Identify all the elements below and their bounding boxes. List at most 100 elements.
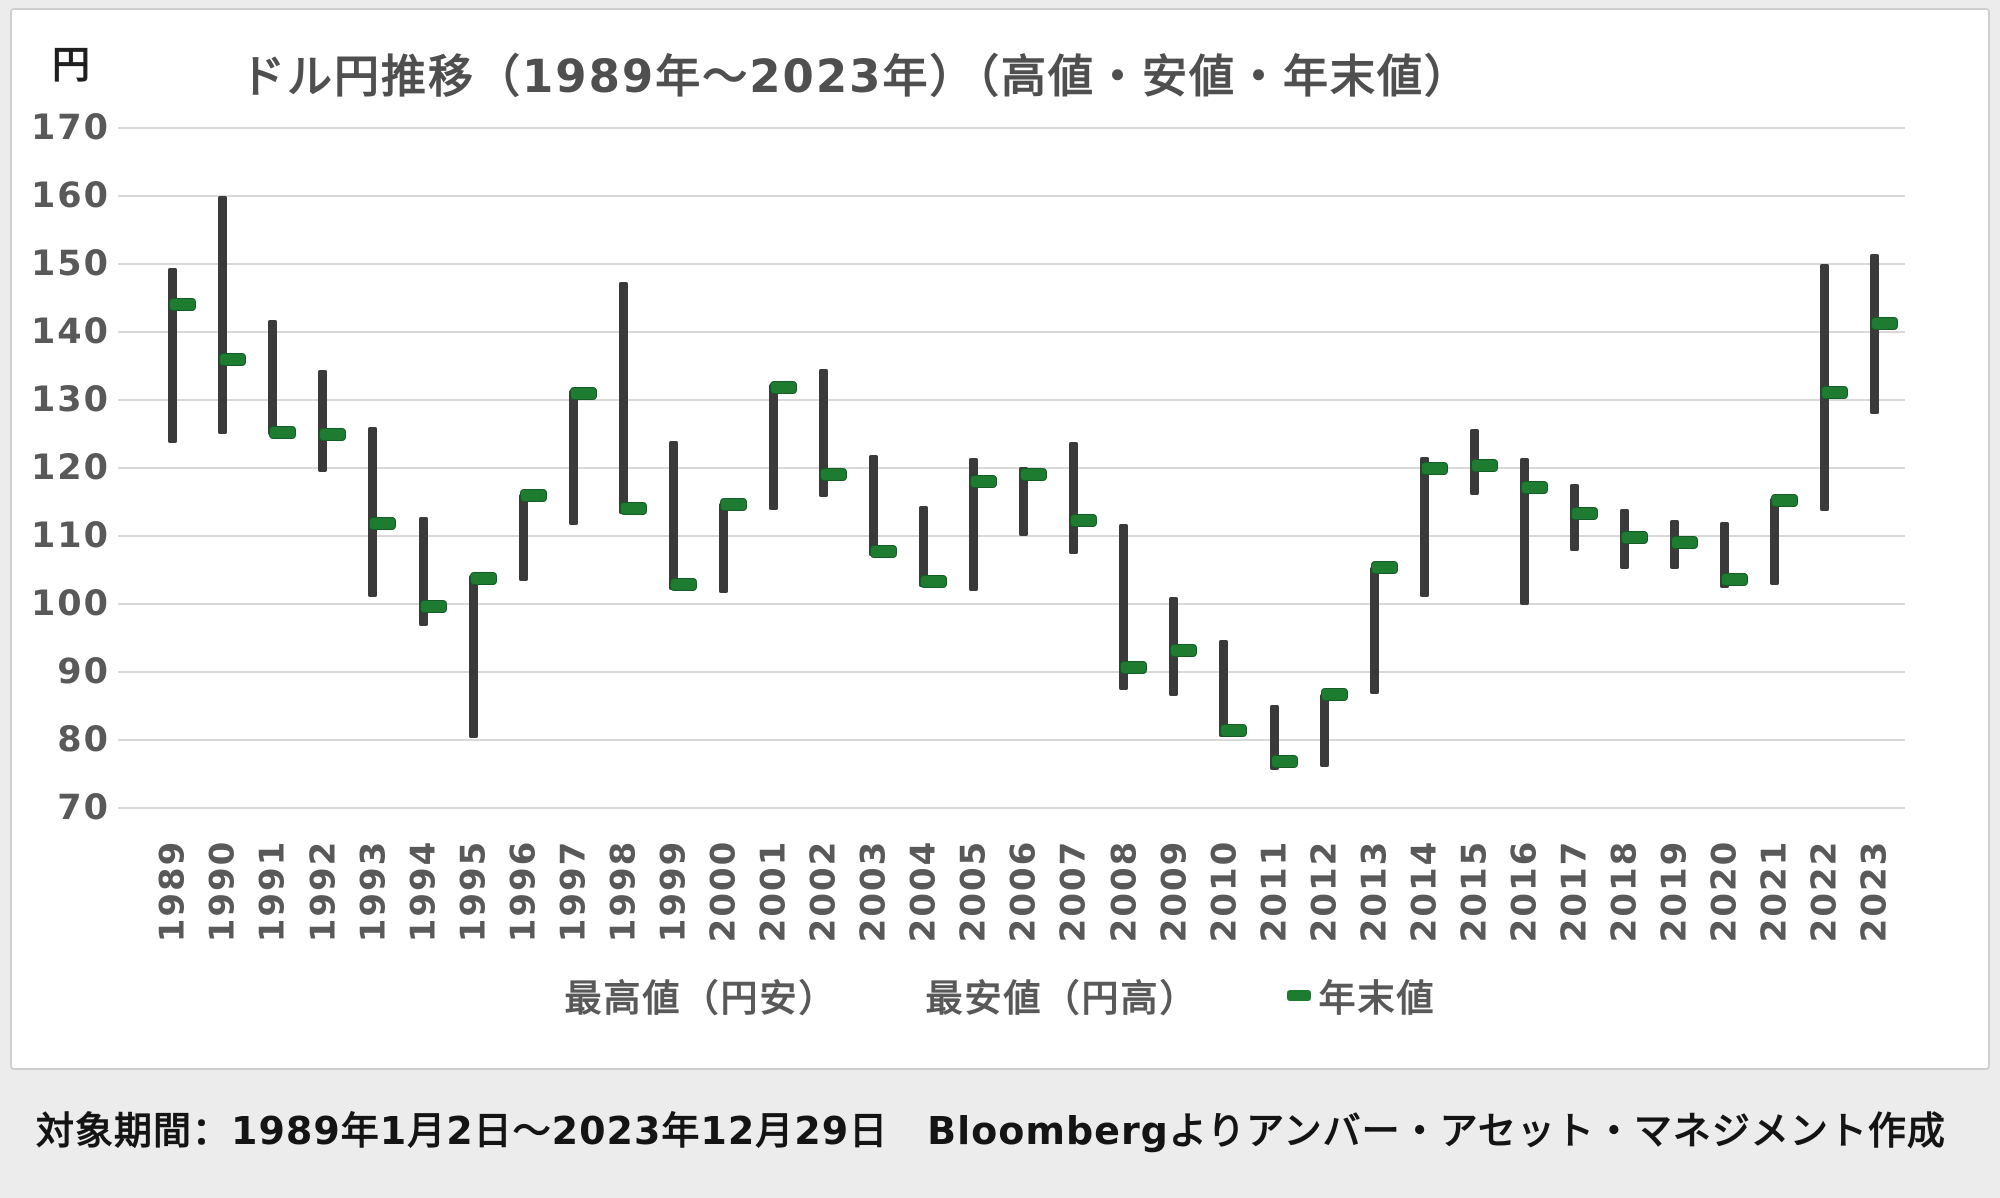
- year-end-tick: [1520, 481, 1548, 495]
- year-end-tick: [819, 468, 847, 482]
- price-range-bar: [418, 516, 428, 627]
- price-range-bar: [1419, 457, 1429, 597]
- price-range-bar: [1019, 466, 1029, 536]
- year-end-tick: [519, 488, 547, 502]
- price-range-bar: [368, 427, 378, 598]
- year-end-tick: [1721, 573, 1749, 587]
- year-end-tick: [1771, 494, 1799, 508]
- price-range-bar: [1119, 523, 1129, 691]
- price-range-bar: [518, 493, 528, 581]
- price-range-bar: [618, 281, 628, 514]
- year-end-tick: [169, 298, 197, 312]
- year-end-tick: [1120, 660, 1148, 674]
- price-range-bar: [1519, 458, 1529, 605]
- year-end-tick-icon: [1286, 989, 1311, 1001]
- year-end-tick: [1270, 754, 1298, 768]
- year-end-tick: [219, 352, 247, 366]
- y-axis-tick-label: 170: [30, 108, 110, 148]
- price-range-bar: [1269, 705, 1279, 770]
- price-range-bar: [1319, 694, 1329, 768]
- gridline: [118, 263, 1905, 265]
- price-range-bar: [1219, 640, 1229, 738]
- price-range-bar: [668, 440, 678, 591]
- legend-label-low: 最安値（円高）: [925, 977, 1199, 1020]
- legend-label-close: 年末値: [1318, 977, 1436, 1020]
- gridline: [118, 195, 1905, 197]
- gridline: [118, 331, 1905, 333]
- chart-card: [10, 8, 1990, 1070]
- year-end-tick: [469, 571, 497, 585]
- chart-title: ドル円推移（1989年～2023年）（高値・安値・年末値）: [240, 50, 1471, 103]
- year-end-tick: [1220, 723, 1248, 737]
- y-axis-tick-label: 150: [30, 244, 110, 284]
- year-end-tick: [1170, 644, 1198, 658]
- legend-label-high: 最高値（円安）: [564, 977, 838, 1020]
- year-end-tick: [569, 386, 597, 400]
- price-range-bar: [969, 458, 979, 592]
- price-range-bar: [568, 390, 578, 526]
- year-end-tick: [419, 600, 447, 614]
- legend-item-close: 年末値: [1286, 968, 1436, 1022]
- price-range-bar: [218, 196, 228, 434]
- price-range-bar: [1770, 497, 1780, 585]
- y-axis-tick-label: 80: [57, 720, 110, 760]
- year-end-tick: [769, 381, 797, 395]
- price-range-bar: [768, 384, 778, 511]
- year-end-tick: [1320, 687, 1348, 701]
- gridline: [118, 467, 1905, 469]
- price-range-bar: [318, 370, 328, 473]
- price-range-bar: [919, 506, 929, 587]
- year-end-tick: [1420, 462, 1448, 476]
- year-end-tick: [1570, 507, 1598, 521]
- year-end-tick: [920, 575, 948, 589]
- price-range-bar: [468, 574, 478, 738]
- gridline: [118, 807, 1905, 809]
- price-range-bar: [268, 319, 278, 435]
- plot-area: 170 160 150 140 130 120 110 100 90 80 70 1989 1990 19…: [30, 108, 1940, 956]
- gridline: [118, 127, 1905, 129]
- price-range-bar: [818, 368, 828, 497]
- gridline: [118, 671, 1905, 673]
- year-end-tick: [1620, 530, 1648, 544]
- legend-item-high: 最高値（円安）: [565, 968, 838, 1022]
- price-range-bar: [869, 455, 879, 557]
- y-axis-unit-label: 円: [52, 43, 91, 87]
- x-axis-year-label: 2023: [1810, 826, 1940, 956]
- legend-item-low: 最安値（円高）: [926, 968, 1199, 1022]
- year-end-tick: [369, 516, 397, 530]
- gridline: [118, 739, 1905, 741]
- year-end-tick: [1470, 458, 1498, 472]
- y-axis-tick-label: 100: [30, 584, 110, 624]
- year-end-tick: [1070, 513, 1098, 527]
- year-end-tick: [1020, 467, 1048, 481]
- year-end-tick: [970, 475, 998, 489]
- x-axis-year-label-text: 2023: [1854, 839, 1895, 943]
- price-range-bar: [1369, 567, 1379, 694]
- year-end-tick: [1821, 386, 1849, 400]
- y-axis-tick-label: 120: [30, 448, 110, 488]
- price-range-bar: [1720, 522, 1730, 588]
- year-end-tick: [719, 498, 747, 512]
- gridline: [118, 603, 1905, 605]
- footer-note: 対象期間：1989年1月2日～2023年12月29日 Bloombergよりアン…: [36, 1109, 1946, 1153]
- y-axis-tick-label: 70: [57, 788, 110, 828]
- year-end-tick: [870, 545, 898, 559]
- year-end-tick: [269, 426, 297, 440]
- price-range-bar: [1870, 253, 1880, 415]
- gridline: [118, 399, 1905, 401]
- price-range-bar: [168, 268, 178, 443]
- year-end-tick: [319, 427, 347, 441]
- y-axis-tick-label: 90: [57, 652, 110, 692]
- gridline: [118, 535, 1905, 537]
- y-axis-tick-label: 140: [30, 312, 110, 352]
- y-axis-tick-label: 160: [30, 176, 110, 216]
- year-end-tick: [1671, 536, 1698, 550]
- legend: 最高値（円安） 最安値（円高） 年末値: [0, 968, 2000, 1022]
- y-axis-tick-label: 130: [30, 380, 110, 420]
- year-end-tick: [619, 502, 647, 516]
- price-range-bar: [1069, 442, 1079, 554]
- year-end-tick: [669, 578, 697, 592]
- y-axis-tick-label: 110: [30, 516, 110, 556]
- year-end-tick: [1370, 560, 1398, 574]
